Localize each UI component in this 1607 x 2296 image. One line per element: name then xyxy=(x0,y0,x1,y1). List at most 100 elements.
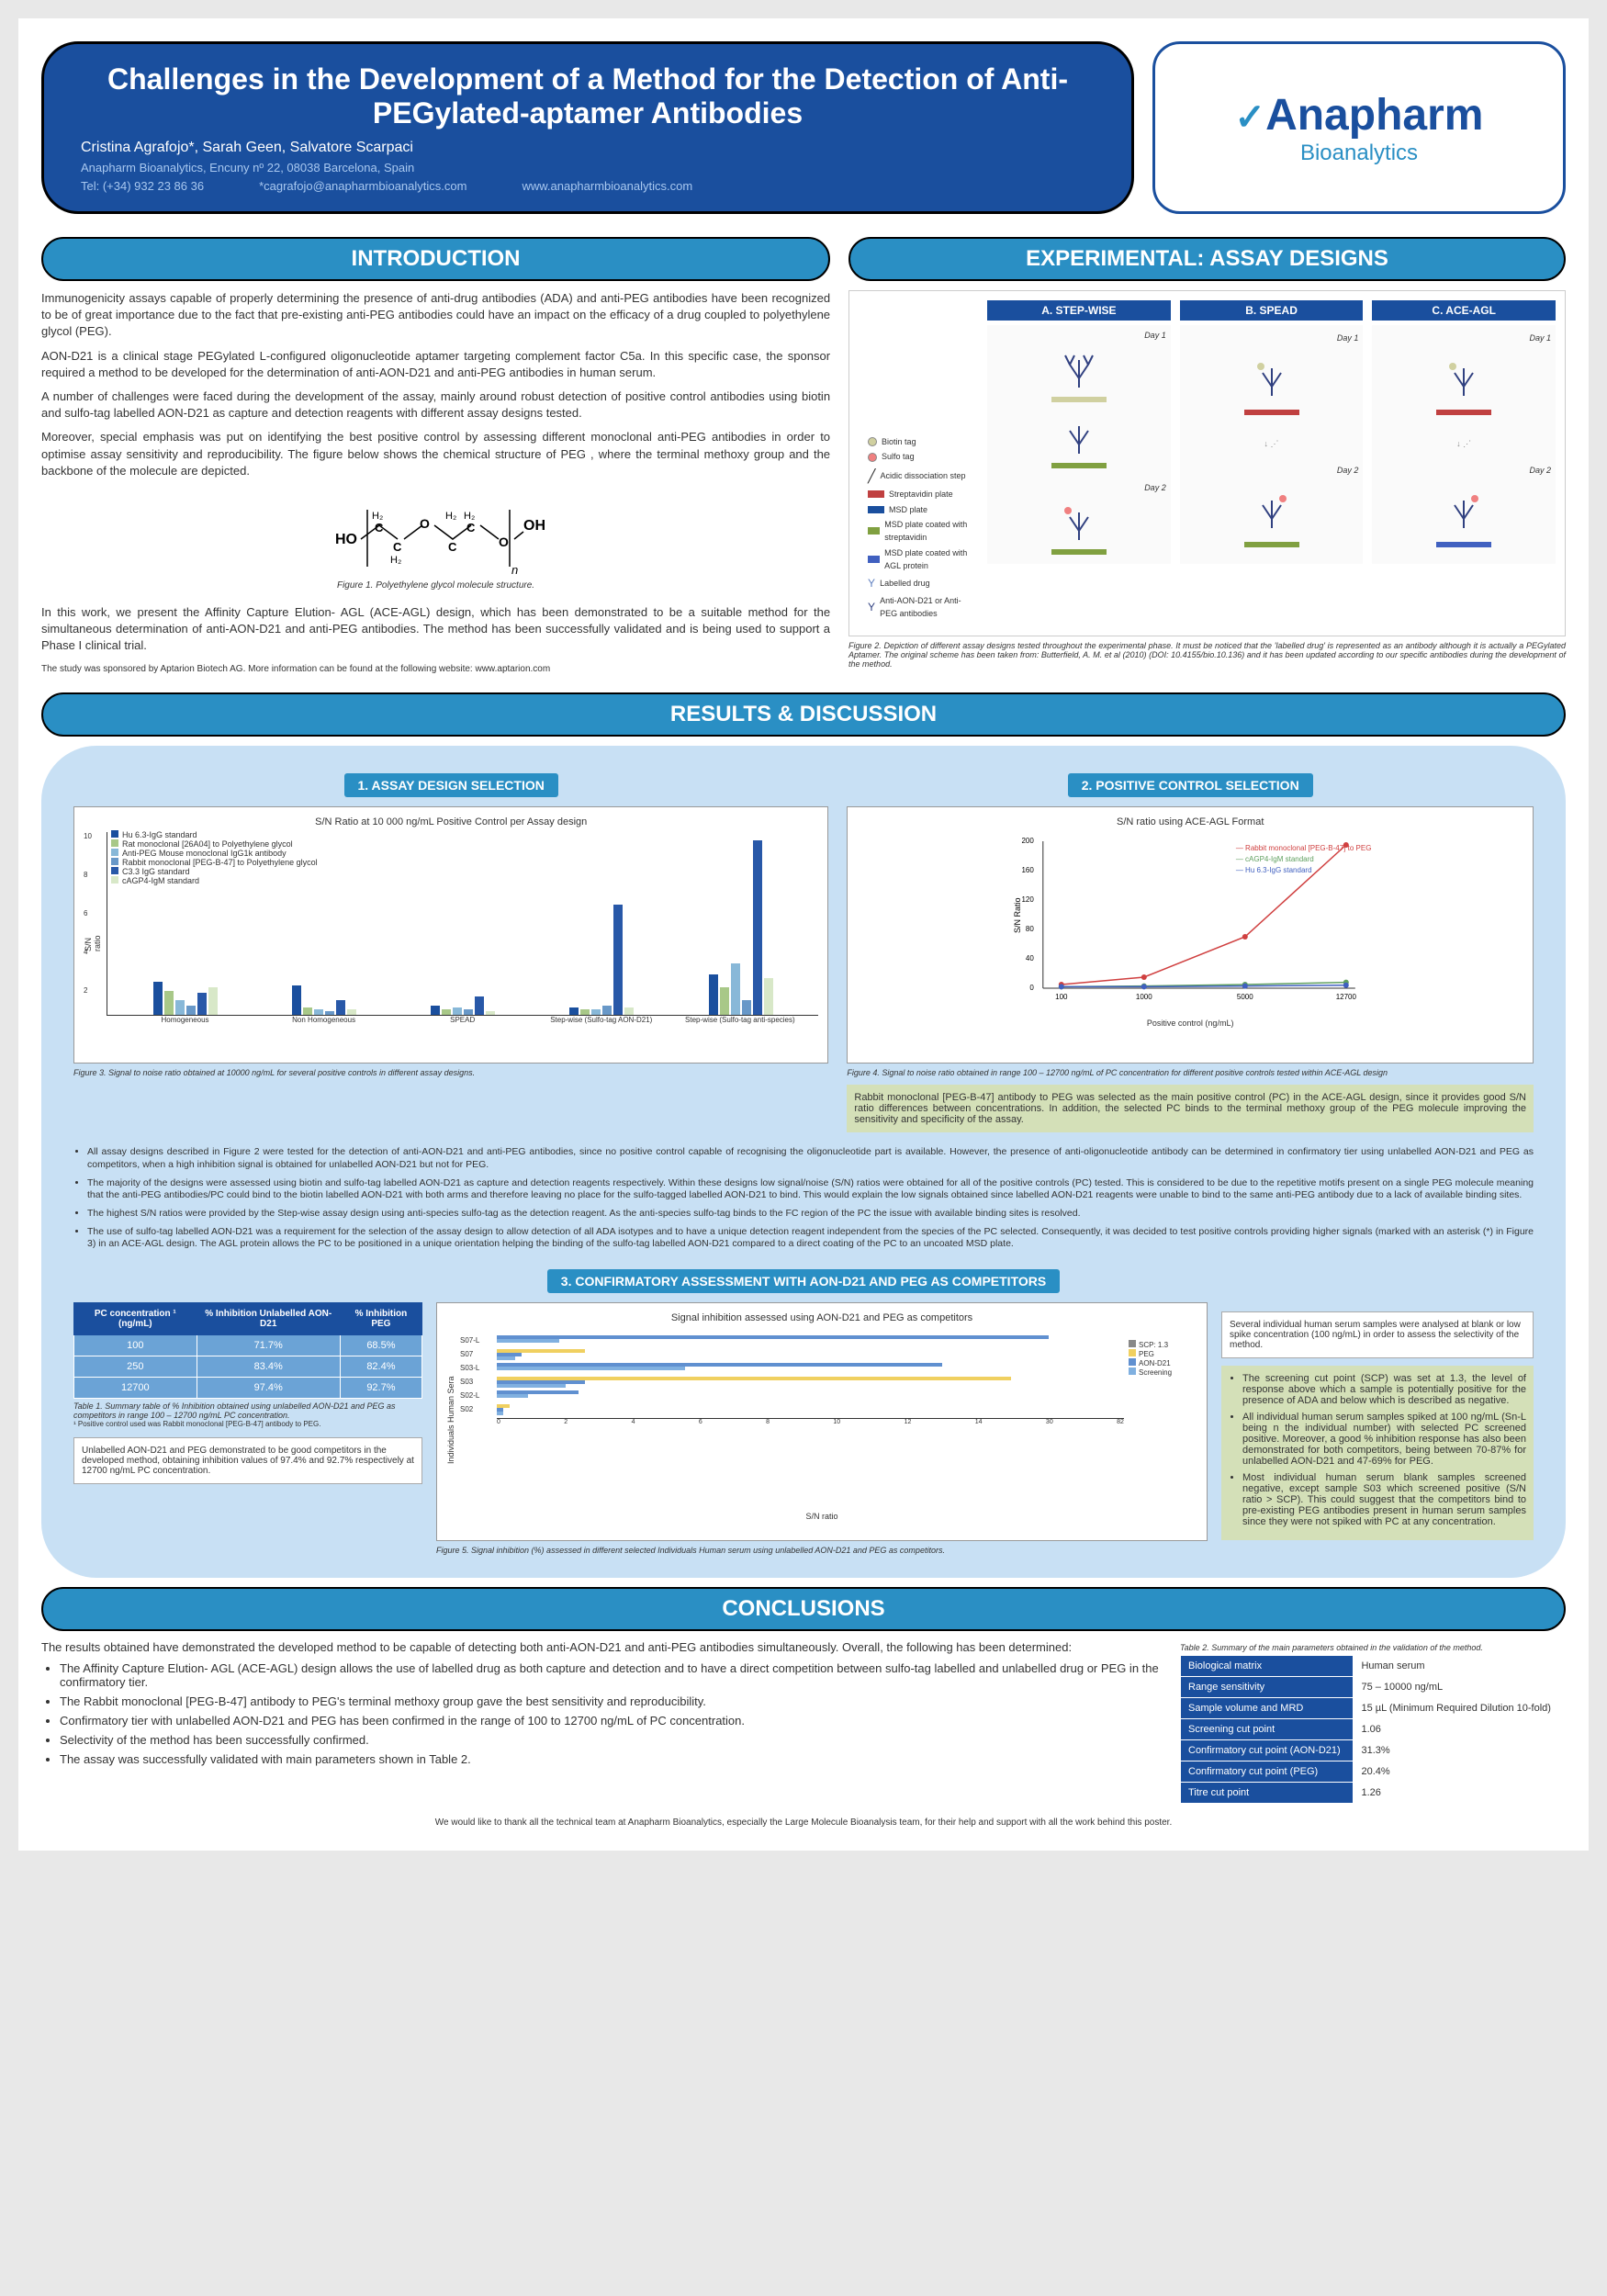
highlight2: The screening cut point (SCP) was set at… xyxy=(1221,1366,1534,1540)
exp-column: EXPERIMENTAL: ASSAY DESIGNS Biotin tag S… xyxy=(848,228,1566,683)
svg-text:120: 120 xyxy=(1022,895,1035,904)
logo-box: ✓ Anapharm Bioanalytics xyxy=(1152,41,1566,214)
side-note: Several individual human serum samples w… xyxy=(1221,1311,1534,1358)
svg-text:100: 100 xyxy=(1056,993,1069,1001)
svg-text:O: O xyxy=(499,535,509,549)
chem-figure: HO H₂ C C H₂ O H₂ C C H₂ O xyxy=(41,493,830,591)
results-top-row: 1. ASSAY DESIGN SELECTION S/N Ratio at 1… xyxy=(73,769,1534,1132)
sub1-header: 1. ASSAY DESIGN SELECTION xyxy=(344,773,558,797)
poster-title: Challenges in the Development of a Metho… xyxy=(81,62,1095,130)
svg-text:H₂: H₂ xyxy=(390,555,401,566)
acknowledgement: We would like to thank all the technical… xyxy=(41,1818,1566,1828)
table2-caption: Table 2. Summary of the main parameters … xyxy=(1180,1643,1566,1652)
svg-text:1000: 1000 xyxy=(1136,993,1152,1001)
authors: Cristina Agrafojo*, Sarah Geen, Salvator… xyxy=(81,140,1095,156)
title-box: Challenges in the Development of a Metho… xyxy=(41,41,1134,214)
assay-selection-col: 1. ASSAY DESIGN SELECTION S/N Ratio at 1… xyxy=(73,769,828,1132)
chart3-col: Signal inhibition assessed using AON-D21… xyxy=(436,1302,1208,1555)
svg-text:5000: 5000 xyxy=(1237,993,1253,1001)
chart1-ylabel: S/N ratio xyxy=(84,924,102,951)
svg-text:OH: OH xyxy=(523,518,545,534)
assay-c-diagram: Day 1 ↓ ⋰ Day 2 xyxy=(1372,325,1556,564)
fig2-caption: Figure 2. Depiction of different assay d… xyxy=(848,641,1566,669)
logo-sub: Bioanalytics xyxy=(1300,141,1418,166)
peg-structure-icon: HO H₂ C C H₂ O H₂ C C H₂ O xyxy=(317,493,556,576)
svg-text:0: 0 xyxy=(1030,984,1035,992)
assay-legend-col: Biotin tag Sulfo tag ╱Acidic dissociatio… xyxy=(859,300,978,626)
chart3-legend: SCP: 1.3PEGAON-D21Screening xyxy=(1129,1340,1197,1377)
svg-text:160: 160 xyxy=(1022,866,1035,874)
intro-footnote: The study was sponsored by Aptarion Biot… xyxy=(41,663,830,676)
intro-p2: AON-D21 is a clinical stage PEGylated L-… xyxy=(41,348,830,381)
assay-c-header: C. ACE-AGL xyxy=(1372,300,1556,321)
highlight1: Rabbit monoclonal [PEG-B-47] antibody to… xyxy=(847,1085,1534,1132)
intro-text: Immunogenicity assays capable of properl… xyxy=(41,290,830,676)
exp-header: EXPERIMENTAL: ASSAY DESIGNS xyxy=(848,237,1566,281)
results-bullets: All assay designs described in Figure 2 … xyxy=(73,1146,1534,1250)
svg-text:— Rabbit monoclonal [PEG-B-47]: — Rabbit monoclonal [PEG-B-47] to PEG xyxy=(1236,844,1372,852)
sub2-header: 2. POSITIVE CONTROL SELECTION xyxy=(1068,773,1313,797)
table1-footnote: ¹ Positive control used was Rabbit monoc… xyxy=(73,1420,422,1428)
conclusions-box: The results obtained have demonstrated t… xyxy=(41,1640,1566,1804)
header-row: Challenges in the Development of a Metho… xyxy=(41,41,1566,214)
svg-text:C: C xyxy=(448,540,457,554)
assay-panel: Biotin tag Sulfo tag ╱Acidic dissociatio… xyxy=(848,290,1566,636)
chart1-box: S/N Ratio at 10 000 ng/mL Positive Contr… xyxy=(73,806,828,1064)
legend-anti: Anti-AON-D21 or Anti-PEG antibodies xyxy=(880,594,978,621)
svg-text:C: C xyxy=(375,521,384,535)
svg-text:S/N Ratio: S/N Ratio xyxy=(1013,898,1022,934)
legend-labelled: Labelled drug xyxy=(880,577,930,590)
svg-text:HO: HO xyxy=(335,532,357,547)
pc-selection-col: 2. POSITIVE CONTROL SELECTION S/N ratio … xyxy=(847,769,1534,1132)
svg-text:— cAGP4-IgM standard: — cAGP4-IgM standard xyxy=(1236,855,1314,863)
intro-p3: A number of challenges were faced during… xyxy=(41,388,830,422)
svg-text:12700: 12700 xyxy=(1336,993,1357,1001)
chart2-svg: S/N Ratio 040801201602001001000500012700… xyxy=(857,832,1523,1016)
note1: Unlabelled AON-D21 and PEG demonstrated … xyxy=(73,1437,422,1484)
svg-text:40: 40 xyxy=(1026,954,1034,962)
intro-exp-row: INTRODUCTION Immunogenicity assays capab… xyxy=(41,228,1566,683)
legend-acid: Acidic dissociation step xyxy=(880,469,965,482)
intro-header: INTRODUCTION xyxy=(41,237,830,281)
legend-msd: MSD plate xyxy=(889,503,927,516)
assay-b-header: B. SPEAD xyxy=(1180,300,1364,321)
concl-header: CONCLUSIONS xyxy=(41,1587,1566,1631)
logo-main: Anapharm xyxy=(1265,90,1483,141)
sub3-header: 3. CONFIRMATORY ASSESSMENT WITH AON-D21 … xyxy=(547,1269,1060,1293)
concl-text: The results obtained have demonstrated t… xyxy=(41,1640,1162,1804)
intro-p1: Immunogenicity assays capable of properl… xyxy=(41,290,830,341)
chart3-title: Signal inhibition assessed using AON-D21… xyxy=(446,1312,1197,1323)
table2: Biological matrixHuman serumRange sensit… xyxy=(1180,1655,1566,1804)
affiliation: Anapharm Bioanalytics, Encuny nº 22, 080… xyxy=(81,161,1095,174)
concl-intro: The results obtained have demonstrated t… xyxy=(41,1640,1162,1654)
chart1-xlabels: HomogeneousNon HomogeneousSPEADStep-wise… xyxy=(107,1016,818,1024)
assay-legend: Biotin tag Sulfo tag ╱Acidic dissociatio… xyxy=(859,429,978,626)
chart1-legend: Hu 6.3-IgG standardRat monoclonal [26A04… xyxy=(111,830,318,885)
assay-spead: B. SPEAD Day 1 ↓ ⋰ Day 2 xyxy=(1180,300,1364,626)
side-notes-col: Several individual human serum samples w… xyxy=(1221,1302,1534,1540)
svg-text:O: O xyxy=(420,516,430,531)
svg-text:200: 200 xyxy=(1022,837,1035,845)
assay-a-header: A. STEP-WISE xyxy=(987,300,1171,321)
chart3-bars: S07-LS07S03-LS03S02-LS02024681012143082 xyxy=(455,1328,1197,1512)
legend-strep: Streptavidin plate xyxy=(889,488,953,501)
table1: PC concentration ¹ (ng/mL)% Inhibition U… xyxy=(73,1302,422,1399)
fig5-caption: Figure 5. Signal inhibition (%) assessed… xyxy=(436,1546,1208,1555)
confirmatory-row: PC concentration ¹ (ng/mL)% Inhibition U… xyxy=(73,1302,1534,1555)
svg-text:— Hu 6.3-IgG standard: — Hu 6.3-IgG standard xyxy=(1236,866,1312,874)
table1-caption: Table 1. Summary table of % Inhibition o… xyxy=(73,1401,422,1420)
svg-text:C: C xyxy=(393,540,402,554)
legend-msd-strep: MSD plate coated with streptavidin xyxy=(884,518,978,545)
fig4-caption: Figure 4. Signal to noise ratio obtained… xyxy=(847,1068,1534,1077)
logo-check-icon: ✓ xyxy=(1235,96,1266,139)
poster: Challenges in the Development of a Metho… xyxy=(18,18,1589,1851)
svg-text:n: n xyxy=(511,563,518,576)
chart2-box: S/N ratio using ACE-AGL Format S/N Ratio… xyxy=(847,806,1534,1064)
table1-col: PC concentration ¹ (ng/mL)% Inhibition U… xyxy=(73,1302,422,1484)
chart1-title: S/N Ratio at 10 000 ng/mL Positive Contr… xyxy=(84,816,818,827)
chart3-xlabel: S/N ratio xyxy=(446,1512,1197,1521)
legend-msd-agl: MSD plate coated with AGL protein xyxy=(884,546,978,573)
contact-row: Tel: (+34) 932 23 86 36 *cagrafojo@anaph… xyxy=(81,179,1095,193)
intro-p5: In this work, we present the Affinity Ca… xyxy=(41,604,830,655)
results-header: RESULTS & DISCUSSION xyxy=(41,692,1566,737)
